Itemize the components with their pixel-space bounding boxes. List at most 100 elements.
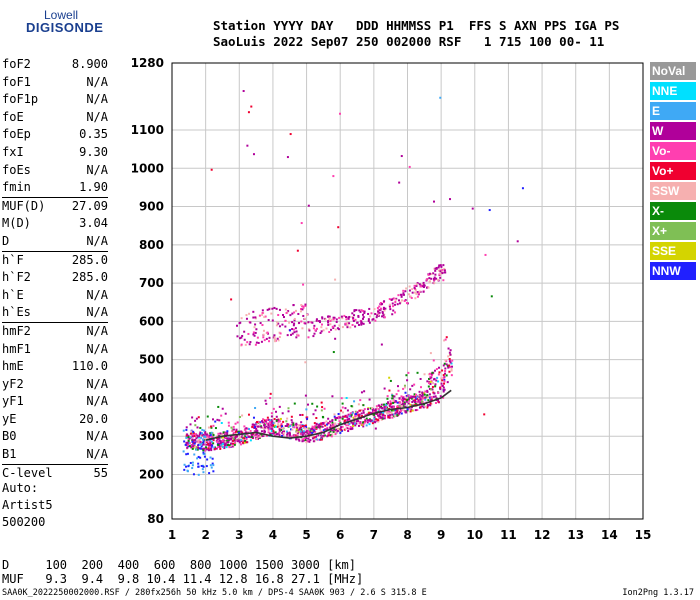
echo-point <box>320 409 323 412</box>
echo-point <box>471 207 474 210</box>
legend-item: Vo- <box>650 142 696 160</box>
echo-point <box>348 417 351 420</box>
echo-point <box>329 424 332 427</box>
echo-point <box>292 425 295 428</box>
echo-point <box>381 315 384 318</box>
echo-point <box>225 439 228 442</box>
software-version: Ion2Png 1.3.17 <box>622 588 694 598</box>
echo-point <box>205 433 208 436</box>
echo-point <box>302 305 305 308</box>
echo-point <box>198 447 201 450</box>
parameter-value: N/A <box>86 92 108 107</box>
echo-point <box>278 431 281 434</box>
echo-point <box>270 312 273 315</box>
echo-point <box>267 332 270 335</box>
echo-point <box>344 407 347 410</box>
echo-point <box>295 336 298 339</box>
parameter-label: foEs <box>2 162 31 177</box>
echo-point <box>210 435 213 438</box>
echo-point <box>272 421 275 424</box>
echo-point <box>299 413 302 416</box>
parameter-label: h`F <box>2 252 24 267</box>
echo-point <box>226 437 229 440</box>
echo-point <box>269 422 272 425</box>
echo-point <box>267 426 270 429</box>
echo-point <box>382 403 385 406</box>
echo-point <box>243 441 246 444</box>
echo-point <box>443 267 446 270</box>
echo-point <box>354 416 357 419</box>
echo-point <box>301 308 304 311</box>
echo-point <box>448 364 451 367</box>
echo-point <box>272 407 275 410</box>
echo-point <box>347 427 350 430</box>
echo-point <box>269 432 272 435</box>
echo-point <box>421 405 424 408</box>
echo-point <box>254 331 257 334</box>
echo-point <box>321 406 324 409</box>
echo-point <box>378 417 381 420</box>
parameter-value: 27.09 <box>71 198 108 213</box>
echo-point <box>381 302 384 305</box>
y-tick-label: 700 <box>139 276 164 290</box>
echo-point <box>346 326 349 329</box>
echo-point <box>200 442 203 445</box>
parameter-row: M(D) 3.04 <box>2 215 110 233</box>
echo-point <box>414 397 417 400</box>
echo-point <box>362 411 365 414</box>
echo-point <box>394 412 397 415</box>
parameter-label: yE <box>2 411 17 426</box>
echo-point <box>285 430 288 433</box>
echo-point <box>273 306 276 309</box>
echo-point <box>392 309 395 312</box>
parameter-value: N/A <box>86 429 108 444</box>
echo-point <box>339 431 342 434</box>
echo-point <box>222 436 225 439</box>
echo-point <box>269 397 272 400</box>
echo-point <box>432 378 435 381</box>
echo-point <box>426 380 429 383</box>
echo-point <box>278 325 281 328</box>
echo-point <box>417 394 420 397</box>
echo-point <box>434 269 437 272</box>
echo-point <box>322 329 325 332</box>
echo-point <box>435 368 438 371</box>
echo-point <box>427 385 430 388</box>
echo-point <box>414 403 417 406</box>
echo-point <box>402 405 405 408</box>
echo-point <box>411 401 414 404</box>
echo-point <box>283 430 286 433</box>
echo-point <box>184 443 187 446</box>
echo-point <box>284 319 287 322</box>
echo-point <box>340 315 343 318</box>
echo-point <box>398 181 401 184</box>
echo-point <box>301 413 304 416</box>
echo-point <box>328 317 331 320</box>
echo-point <box>234 442 237 445</box>
echo-point <box>426 390 429 393</box>
echo-point <box>402 387 405 390</box>
echo-point <box>287 310 290 313</box>
x-tick-label: 14 <box>601 528 618 542</box>
echo-point <box>242 438 245 441</box>
echo-point <box>265 425 268 428</box>
echo-point <box>272 432 275 435</box>
echo-point <box>195 448 198 451</box>
echo-point <box>236 440 239 443</box>
echo-point <box>239 435 242 438</box>
echo-point <box>219 442 222 445</box>
echo-point <box>331 419 334 422</box>
x-tick-label: 9 <box>437 528 445 542</box>
echo-point <box>329 426 332 429</box>
echo-point <box>201 432 204 435</box>
echo-point <box>367 419 370 422</box>
echo-point <box>415 284 418 287</box>
echo-point <box>396 401 399 404</box>
echo-point <box>326 435 329 438</box>
echo-point <box>438 371 441 374</box>
echo-point <box>391 394 394 397</box>
parameter-value: N/A <box>86 287 108 302</box>
echo-point <box>248 343 251 346</box>
echo-point <box>347 424 350 427</box>
echo-point <box>301 438 304 441</box>
